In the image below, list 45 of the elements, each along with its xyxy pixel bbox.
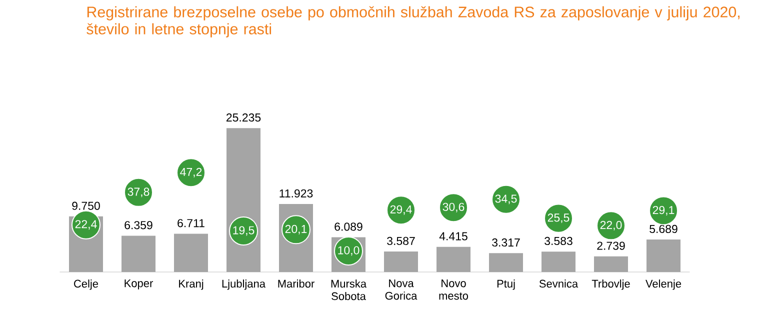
data-label: 25,5	[548, 214, 570, 224]
data-label: 34,5	[495, 194, 517, 204]
bar	[436, 246, 471, 272]
x-tick-label: Nova Gorica	[385, 280, 418, 300]
x-tick-label: Murska Sobota	[331, 280, 367, 300]
data-label: 47,2	[180, 168, 202, 178]
data-label: 6.711	[178, 219, 204, 228]
x-tick-label: Sevnica	[539, 280, 578, 288]
chart-title: Registrirane brezposelne osebe po območnih službah Zavoda RS za zaposlovanje v juliju 2020, število in letne stopnje rasti	[86, 6, 740, 38]
data-label: 37,8	[128, 188, 150, 198]
data-label: 5.689	[650, 224, 678, 234]
bar	[122, 236, 156, 272]
bar	[174, 234, 208, 272]
bar	[384, 252, 418, 272]
bar	[489, 253, 524, 272]
data-label: 4.415	[439, 232, 468, 240]
data-label: 9.750	[72, 202, 100, 210]
data-label: 11.923	[280, 189, 313, 198]
data-label: 10,0	[338, 246, 360, 256]
data-label: 22,0	[600, 220, 622, 230]
x-tick-label: Ljubljana	[222, 280, 266, 290]
x-tick-label: Koper	[124, 280, 153, 290]
x-tick-label: Ptuj	[497, 280, 515, 290]
bar	[542, 252, 576, 272]
bar	[594, 256, 628, 272]
data-label: 3.317	[492, 238, 520, 247]
x-tick-label: Maribor	[278, 280, 314, 288]
x-tick-label: Velenje	[646, 280, 682, 290]
data-label: 30,6	[442, 202, 464, 212]
x-tick-label: Celje	[74, 280, 98, 290]
data-label: 29,4	[390, 205, 412, 215]
data-label: 3.587	[387, 236, 415, 246]
data-label: 3.583	[544, 236, 572, 246]
bar	[646, 240, 681, 272]
x-tick-label: Novo mesto	[439, 280, 468, 300]
data-label: 29,1	[652, 206, 674, 216]
x-tick-label: Kranj	[179, 280, 204, 290]
data-label: 20,1	[285, 224, 307, 234]
data-label: 6.089	[334, 222, 362, 231]
data-label: 22,4	[75, 220, 97, 230]
data-label: 6.359	[124, 221, 152, 230]
data-label: 25.235	[226, 113, 261, 122]
data-label: 19,5	[233, 226, 254, 236]
data-label: 2.739	[597, 242, 625, 250]
x-tick-label: Trbovlje	[592, 280, 630, 290]
